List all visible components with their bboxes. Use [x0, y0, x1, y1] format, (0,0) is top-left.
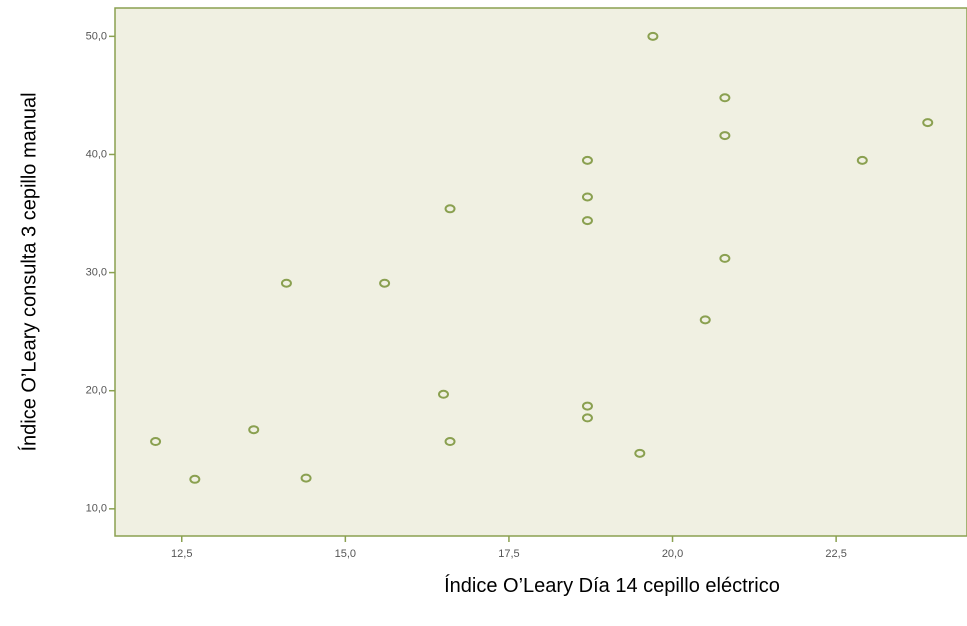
- x-tick-label: 15,0: [335, 548, 356, 560]
- point: [280, 278, 292, 288]
- point: [437, 389, 449, 399]
- point: [150, 437, 162, 447]
- y-axis-label: Índice O’Leary consulta 3 cepillo manual: [17, 92, 40, 451]
- point: [581, 192, 593, 202]
- point: [719, 131, 731, 141]
- point: [719, 253, 731, 263]
- x-tick-label: 20,0: [662, 548, 683, 560]
- point: [300, 473, 312, 483]
- point: [699, 315, 711, 325]
- y-tick-label: 50,0: [86, 30, 107, 42]
- y-tick-label: 20,0: [86, 385, 107, 397]
- point: [444, 437, 456, 447]
- y-tick-label: 40,0: [86, 148, 107, 160]
- point: [581, 155, 593, 165]
- plot-area: [114, 7, 967, 537]
- x-tick-label: 12,5: [171, 548, 192, 560]
- y-tick-label: 30,0: [86, 266, 107, 278]
- y-tick-label: 10,0: [86, 503, 107, 515]
- x-axis-label: Índice O’Leary Día 14 cepillo eléctrico: [444, 574, 780, 597]
- point: [248, 425, 260, 435]
- point: [719, 93, 731, 103]
- point: [444, 204, 456, 214]
- point: [647, 31, 659, 41]
- point: [581, 216, 593, 226]
- point: [379, 278, 391, 288]
- point: [634, 448, 646, 458]
- x-tick-label: 17,5: [498, 548, 519, 560]
- point: [581, 401, 593, 411]
- x-tick-label: 22,5: [825, 548, 846, 560]
- point: [189, 474, 201, 484]
- point: [581, 413, 593, 423]
- point: [856, 155, 868, 165]
- point: [922, 118, 934, 128]
